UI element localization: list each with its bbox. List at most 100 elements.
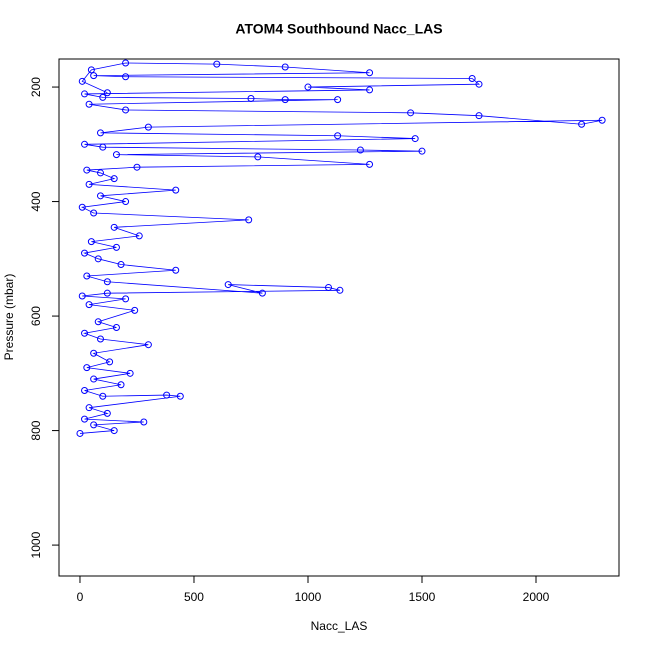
data-point — [106, 358, 114, 366]
data-point — [90, 421, 98, 429]
data-point — [81, 386, 89, 394]
data-point — [468, 74, 476, 82]
data-point — [281, 96, 289, 104]
data-point — [122, 106, 130, 114]
data-point — [112, 151, 120, 159]
data-point — [176, 392, 184, 400]
data-point — [83, 272, 91, 280]
data-point — [96, 129, 104, 137]
data-point — [87, 238, 95, 246]
data-point — [81, 329, 89, 337]
data-point — [578, 120, 586, 128]
data-point — [598, 116, 606, 124]
data-point — [258, 289, 266, 297]
data-point — [475, 80, 483, 88]
data-point — [126, 369, 134, 377]
y-tick-label: 200 — [29, 77, 43, 97]
y-tick-label: 600 — [29, 306, 43, 326]
data-point — [122, 73, 130, 81]
y-tick-label: 1000 — [29, 531, 43, 558]
data-point — [117, 381, 125, 389]
x-tick-label: 500 — [184, 590, 204, 604]
data-point — [304, 83, 312, 91]
data-point — [366, 160, 374, 168]
data-point — [245, 216, 253, 224]
x-axis-label: Nacc_LAS — [311, 619, 368, 633]
data-point — [81, 140, 89, 148]
data-point — [135, 232, 143, 240]
data-point — [366, 86, 374, 94]
data-point — [99, 143, 107, 151]
data-point — [94, 318, 102, 326]
data-point — [78, 203, 86, 211]
data-point — [122, 198, 130, 206]
data-point — [78, 77, 86, 85]
y-axis-label: Pressure (mbar) — [2, 274, 16, 361]
data-point — [163, 391, 171, 399]
data-point — [356, 146, 364, 154]
data-point — [103, 89, 111, 97]
data-point — [96, 169, 104, 177]
data-point — [110, 427, 118, 435]
data-point — [103, 409, 111, 417]
data-point — [94, 255, 102, 263]
data-point — [336, 286, 344, 294]
chart-title: ATOM4 Southbound Nacc_LAS — [235, 21, 442, 37]
data-point — [96, 335, 104, 343]
data-point — [112, 243, 120, 251]
data-point — [85, 180, 93, 188]
y-tick-label: 800 — [29, 420, 43, 440]
data-point — [83, 166, 91, 174]
data-point — [112, 324, 120, 332]
data-point — [87, 66, 95, 74]
data-point — [85, 301, 93, 309]
data-point — [110, 175, 118, 183]
data-point — [81, 415, 89, 423]
data-point — [172, 266, 180, 274]
data-point — [334, 132, 342, 140]
x-tick-label: 1500 — [409, 590, 436, 604]
data-point — [411, 135, 419, 143]
data-point — [103, 278, 111, 286]
data-point — [78, 292, 86, 300]
x-tick-label: 1000 — [295, 590, 322, 604]
data-point — [122, 295, 130, 303]
data-point — [90, 72, 98, 80]
data-point — [99, 93, 107, 101]
data-point — [90, 375, 98, 383]
data-point — [172, 186, 180, 194]
y-tick-label: 400 — [29, 191, 43, 211]
data-point — [83, 364, 91, 372]
data-point — [144, 123, 152, 131]
data-point — [224, 281, 232, 289]
data-point — [407, 109, 415, 117]
data-point — [133, 163, 141, 171]
data-point — [85, 404, 93, 412]
data-point — [144, 341, 152, 349]
x-tick-label: 0 — [77, 590, 84, 604]
data-line — [79, 62, 603, 434]
data-point — [96, 192, 104, 200]
data-point — [90, 209, 98, 217]
data-point — [90, 349, 98, 357]
data-point — [122, 59, 130, 67]
data-point — [325, 283, 333, 291]
data-point — [103, 289, 111, 297]
data-point — [475, 112, 483, 120]
data-point — [85, 100, 93, 108]
data-point — [110, 223, 118, 231]
data-point — [76, 429, 84, 437]
data-point — [254, 153, 262, 161]
data-point — [418, 147, 426, 155]
data-point — [140, 418, 148, 426]
data-point — [247, 95, 255, 103]
data-point — [81, 90, 89, 98]
data-point — [366, 69, 374, 77]
data-point — [213, 60, 221, 68]
x-tick-label: 2000 — [523, 590, 550, 604]
plot-frame — [58, 58, 620, 577]
data-point — [117, 261, 125, 269]
data-point — [281, 63, 289, 71]
data-point — [81, 249, 89, 257]
